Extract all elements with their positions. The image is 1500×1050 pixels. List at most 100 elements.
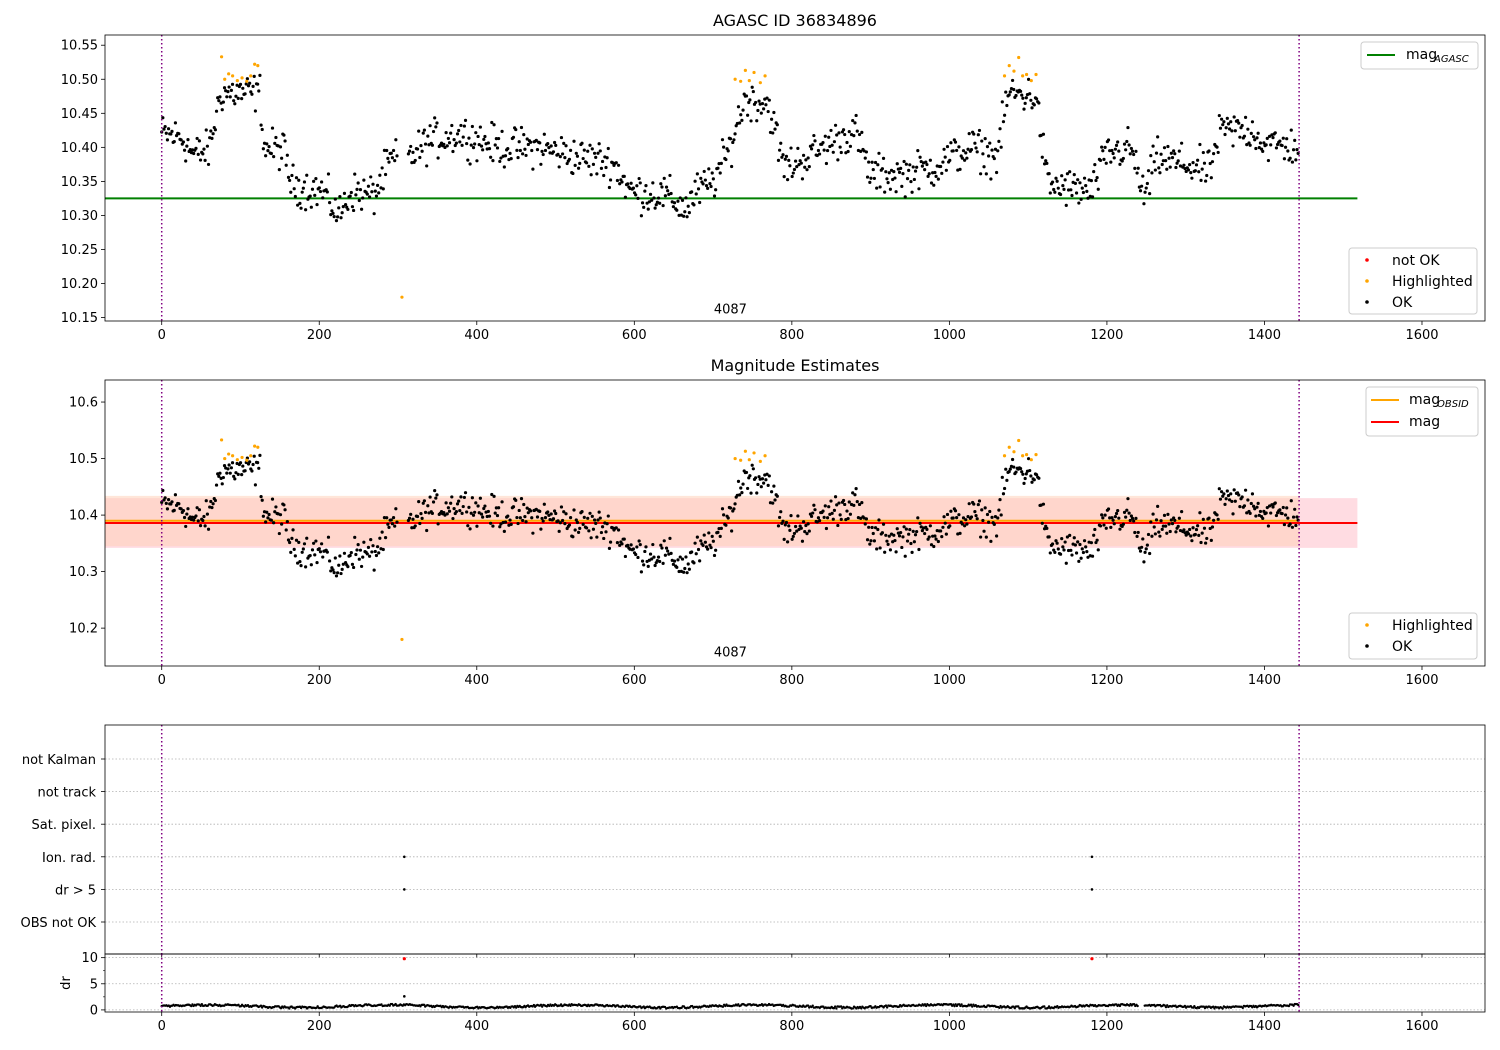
highlighted-point <box>1029 458 1033 462</box>
ok-point <box>442 142 446 146</box>
ok-point <box>1207 516 1211 520</box>
ok-point <box>234 471 238 475</box>
ok-point <box>795 529 799 533</box>
ok-point <box>1217 487 1221 491</box>
ok-point <box>272 155 276 159</box>
ok-point <box>285 520 289 524</box>
ok-point <box>1068 170 1072 174</box>
ok-point <box>1040 155 1044 159</box>
ok-point <box>524 153 528 158</box>
ok-point <box>839 150 843 155</box>
ok-point <box>1132 519 1136 523</box>
ok-point <box>966 515 970 519</box>
not-ok-point <box>402 957 406 961</box>
ok-point <box>334 574 339 578</box>
ok-point <box>897 534 902 538</box>
ok-point <box>652 196 656 200</box>
ok-point <box>1144 547 1148 551</box>
ok-point <box>926 174 930 179</box>
ok-point <box>1218 497 1223 501</box>
ok-point <box>1189 170 1193 175</box>
ok-point <box>865 175 870 179</box>
highlighted-point <box>249 454 253 458</box>
ok-point <box>696 547 701 552</box>
ok-point <box>751 89 755 94</box>
ok-point <box>241 464 245 468</box>
ok-point <box>214 483 219 487</box>
ok-point <box>958 167 962 171</box>
y-tick-label: 10 <box>81 951 98 966</box>
ok-point <box>1138 189 1143 193</box>
ok-point <box>1265 506 1269 510</box>
highlighted-point <box>256 64 260 68</box>
ok-point <box>1255 136 1259 140</box>
x-tick-label: 200 <box>307 328 332 343</box>
ok-point <box>648 552 653 556</box>
ok-point <box>841 128 846 132</box>
ok-point <box>1290 160 1295 164</box>
ok-point <box>639 570 644 574</box>
ok-point <box>272 521 276 525</box>
ok-point <box>951 516 955 520</box>
ok-point <box>391 148 396 153</box>
ok-point <box>377 551 381 555</box>
ok-point <box>867 525 871 529</box>
ok-point <box>920 164 924 168</box>
ok-point <box>924 160 928 164</box>
ok-point <box>594 521 598 525</box>
ok-point <box>637 539 641 543</box>
ok-point <box>1060 174 1064 178</box>
ok-point <box>680 557 685 561</box>
ok-point <box>1160 527 1164 531</box>
ok-point <box>701 182 705 186</box>
ok-point <box>1169 151 1173 155</box>
ok-point <box>791 534 795 539</box>
ok-point <box>1116 509 1120 513</box>
ok-point <box>502 529 506 533</box>
axes-frame <box>104 379 1486 667</box>
ok-point <box>1170 522 1175 526</box>
ok-point <box>848 512 853 516</box>
dr-point <box>190 1004 193 1008</box>
ok-point <box>1012 87 1016 92</box>
dr-point <box>971 1005 974 1008</box>
dr-point <box>200 1003 204 1006</box>
ok-point <box>313 193 317 197</box>
ok-point <box>716 166 720 170</box>
ok-point <box>940 171 944 175</box>
ok-point <box>445 512 449 516</box>
ok-point <box>629 181 633 185</box>
ok-point <box>1286 149 1290 153</box>
ok-point <box>974 513 978 518</box>
dr-point <box>1241 1006 1244 1010</box>
ok-point <box>164 131 168 135</box>
ok-point <box>309 205 313 209</box>
ok-point <box>471 146 476 150</box>
ok-point <box>288 540 292 545</box>
ok-point <box>348 553 352 558</box>
ok-point <box>210 506 214 510</box>
ok-point <box>328 559 332 563</box>
ok-point <box>675 208 679 212</box>
ok-point <box>578 526 582 530</box>
ok-point <box>1010 457 1015 462</box>
ok-point <box>1061 184 1065 188</box>
ok-point <box>367 554 372 558</box>
ok-point <box>1136 530 1140 535</box>
dr-point <box>884 1004 888 1007</box>
ok-point <box>538 141 542 145</box>
x-tick-label: 400 <box>464 673 489 688</box>
ok-point <box>267 512 271 517</box>
ok-point <box>1130 149 1135 153</box>
y-tick-label: 10.2 <box>69 622 98 637</box>
ok-point <box>726 516 730 520</box>
ok-point <box>1150 171 1154 175</box>
ok-point <box>863 156 867 160</box>
ok-point <box>876 163 880 167</box>
ok-point <box>160 500 164 504</box>
ok-point <box>990 515 994 519</box>
ok-point <box>232 99 236 103</box>
ok-point <box>1221 494 1225 498</box>
legend-subscript: OBSID <box>1437 399 1469 410</box>
